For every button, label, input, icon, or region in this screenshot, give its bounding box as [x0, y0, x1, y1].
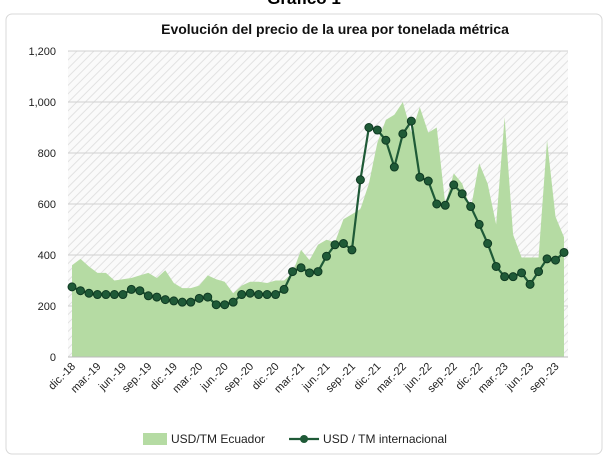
- marker: [237, 290, 247, 300]
- marker: [169, 296, 179, 306]
- page-heading: Gráfico 1: [267, 0, 341, 8]
- y-tick-label: 1,000: [28, 97, 56, 109]
- marker: [67, 282, 77, 292]
- marker: [381, 135, 391, 145]
- legend-label: USD / TM internacional: [323, 432, 447, 446]
- marker: [517, 268, 527, 278]
- marker: [423, 176, 433, 186]
- chart-title: Evolución del precio de la urea por tone…: [161, 21, 509, 37]
- marker: [415, 172, 425, 182]
- marker: [474, 219, 484, 229]
- marker: [406, 116, 416, 126]
- marker: [313, 267, 323, 277]
- marker: [466, 202, 476, 212]
- y-tick-label: 400: [38, 250, 56, 262]
- marker: [330, 240, 340, 250]
- marker: [135, 286, 145, 296]
- marker: [483, 239, 493, 249]
- y-tick-label: 0: [50, 352, 56, 364]
- marker: [500, 272, 510, 282]
- marker: [75, 286, 85, 296]
- legend-swatch: [300, 435, 309, 443]
- marker: [279, 284, 289, 294]
- marker: [126, 284, 136, 294]
- marker: [84, 288, 94, 298]
- marker: [347, 245, 357, 255]
- marker: [508, 272, 518, 282]
- marker: [321, 251, 331, 261]
- marker: [186, 297, 196, 307]
- marker: [338, 239, 348, 249]
- marker: [559, 247, 569, 257]
- marker: [228, 297, 238, 307]
- marker: [177, 297, 187, 307]
- marker: [160, 295, 170, 305]
- marker: [355, 175, 365, 185]
- marker: [296, 263, 306, 273]
- marker: [372, 125, 382, 135]
- marker: [364, 123, 374, 132]
- y-tick-label: 800: [38, 148, 56, 160]
- marker: [101, 290, 111, 300]
- marker: [551, 255, 561, 265]
- marker: [109, 290, 119, 300]
- marker: [152, 292, 162, 302]
- marker: [143, 291, 153, 301]
- marker: [288, 267, 298, 277]
- marker: [194, 293, 204, 303]
- marker: [271, 290, 281, 300]
- marker: [432, 199, 442, 209]
- marker: [389, 162, 399, 172]
- marker: [118, 290, 128, 300]
- marker: [525, 279, 535, 289]
- marker: [262, 290, 272, 300]
- marker: [203, 292, 213, 302]
- marker: [398, 129, 408, 139]
- marker: [542, 254, 552, 264]
- marker: [440, 200, 450, 210]
- marker: [254, 290, 264, 300]
- y-tick-label: 600: [38, 199, 56, 211]
- marker: [534, 267, 544, 277]
- area: [72, 102, 564, 357]
- marker: [92, 290, 102, 300]
- marker: [449, 180, 459, 190]
- marker: [305, 268, 315, 278]
- y-tick-label: 1,200: [28, 46, 56, 58]
- legend-label: USD/TM Ecuador: [171, 432, 265, 446]
- marker: [245, 288, 255, 298]
- marker: [220, 300, 230, 310]
- marker: [211, 300, 221, 310]
- y-tick-label: 200: [38, 301, 56, 313]
- marker: [457, 189, 467, 199]
- marker: [491, 261, 501, 271]
- legend-swatch: [143, 433, 167, 445]
